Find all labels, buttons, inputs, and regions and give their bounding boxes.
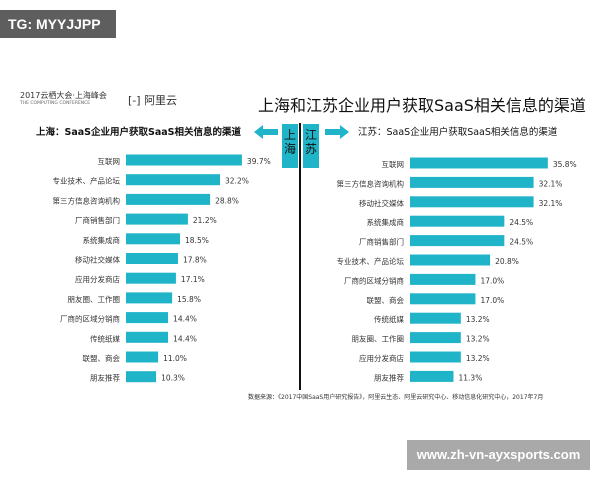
category-label: 朋友推荐	[90, 373, 120, 383]
category-label: 联盟、商会	[83, 353, 121, 363]
bar	[126, 213, 188, 225]
bar	[410, 196, 534, 208]
value-label: 13.2%	[466, 315, 490, 324]
arrow-left-icon	[254, 125, 278, 139]
bar	[126, 292, 173, 304]
category-label: 专业技术、产品论坛	[53, 176, 121, 186]
center-divider	[299, 123, 301, 390]
category-label: 联盟、商会	[367, 295, 405, 305]
bar	[410, 157, 548, 169]
category-label: 第三方信息咨询机构	[337, 178, 405, 188]
value-label: 21.2%	[193, 216, 217, 225]
bar	[410, 254, 491, 266]
category-label: 厂商的区域分销商	[344, 275, 404, 285]
category-label: 互联网	[98, 157, 121, 166]
value-label: 11.0%	[163, 354, 187, 363]
value-label: 20.8%	[495, 257, 519, 266]
value-label: 24.5%	[509, 238, 533, 247]
bar	[410, 293, 476, 305]
bar	[410, 351, 461, 363]
brand-text: 阿里云	[144, 94, 178, 107]
value-label: 10.3%	[161, 374, 185, 383]
aliyun-logo: [-] 阿里云	[128, 94, 178, 107]
value-label: 11.3%	[459, 373, 483, 382]
shanghai-label: 上海	[282, 124, 298, 168]
category-label: 应用分发商店	[75, 274, 120, 284]
category-label: 传统纸媒	[374, 314, 404, 324]
arrow-right-icon	[325, 125, 349, 139]
category-label: 系统集成商	[367, 217, 405, 227]
left-chart-title: 上海：SaaS企业用户获取SaaS相关信息的渠道	[36, 127, 242, 138]
value-label: 17.0%	[480, 276, 504, 285]
bar	[126, 272, 176, 284]
value-label: 32.1%	[539, 179, 563, 188]
value-label: 13.2%	[466, 335, 490, 344]
value-label: 13.2%	[466, 354, 490, 363]
bar	[126, 174, 221, 186]
value-label: 18.5%	[185, 236, 209, 245]
value-label: 14.4%	[173, 315, 197, 324]
value-label: 14.4%	[173, 334, 197, 343]
main-title: 上海和江苏企业用户获取SaaS相关信息的渠道	[258, 96, 586, 115]
watermark-url: www.zh-vn-ayxsports.com	[407, 440, 590, 470]
category-label: 朋友推荐	[374, 372, 404, 382]
value-label: 32.1%	[539, 199, 563, 208]
category-label: 朋友圈、工作圈	[352, 334, 405, 344]
bar	[126, 253, 178, 264]
logo-sub: THE COMPUTING CONFERENCE	[20, 101, 91, 106]
category-label: 传统纸媒	[90, 333, 120, 343]
value-label: 17.0%	[480, 296, 504, 305]
value-label: 17.1%	[181, 275, 205, 284]
value-label: 15.8%	[177, 295, 201, 304]
bar	[410, 176, 534, 188]
category-label: 应用分发商店	[359, 353, 404, 363]
logo-text: 2017云栖大会·上海峰会	[20, 91, 107, 100]
category-label: 厂商销售部门	[75, 215, 120, 225]
category-label: 互联网	[382, 160, 405, 169]
category-label: 朋友圈、工作圈	[68, 294, 121, 304]
category-label: 厂商销售部门	[359, 237, 404, 247]
bar	[410, 312, 461, 324]
value-label: 32.2%	[225, 177, 249, 186]
bar	[126, 193, 211, 205]
category-label: 移动社交媒体	[359, 198, 404, 208]
source-note: 数据来源：《2017中国SaaS用户研究报告》，阿里云生态、阿里云研究中心、移动…	[248, 394, 544, 401]
tag-label: TG: MYYJJPP	[0, 10, 116, 38]
bar	[126, 233, 181, 245]
bar	[126, 331, 169, 343]
jiangsu-label: 江苏	[303, 124, 319, 168]
bar	[126, 154, 242, 166]
bar	[410, 332, 461, 344]
category-label: 厂商的区域分销商	[60, 314, 120, 324]
conference-logo: 2017云栖大会·上海峰会 THE COMPUTING CONFERENCE	[20, 90, 107, 106]
bar	[126, 312, 169, 324]
category-label: 移动社交媒体	[75, 255, 120, 265]
bar	[410, 370, 454, 382]
value-label: 35.8%	[553, 160, 577, 169]
bar	[410, 235, 505, 247]
category-label: 第三方信息咨询机构	[53, 195, 121, 205]
bar	[410, 273, 476, 285]
value-label: 39.7%	[247, 157, 271, 166]
bar	[126, 351, 159, 363]
value-label: 24.5%	[509, 218, 533, 227]
value-label: 28.8%	[215, 196, 239, 205]
category-label: 专业技术、产品论坛	[337, 256, 405, 266]
bar	[410, 215, 505, 227]
right-chart-title: 江苏：SaaS企业用户获取SaaS相关信息的渠道	[358, 127, 558, 138]
value-label: 17.8%	[183, 256, 207, 265]
bar	[126, 371, 157, 383]
category-label: 系统集成商	[83, 235, 121, 245]
